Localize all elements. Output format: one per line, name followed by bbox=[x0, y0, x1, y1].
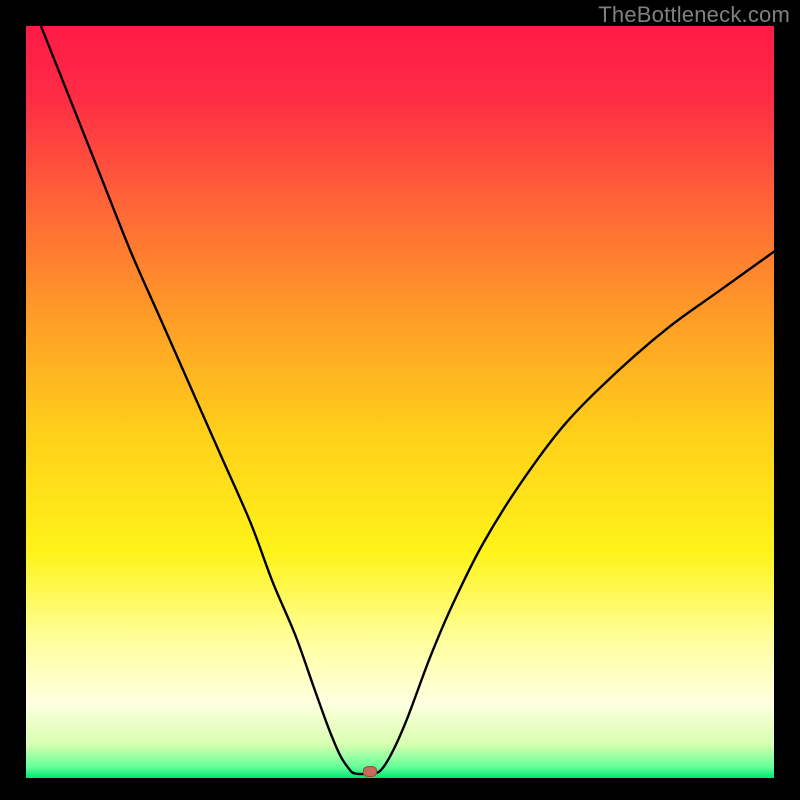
watermark-label: TheBottleneck.com bbox=[598, 2, 790, 28]
optimum-marker bbox=[363, 766, 377, 777]
chart-frame: TheBottleneck.com bbox=[0, 0, 800, 800]
plot-area bbox=[26, 26, 774, 778]
bottleneck-curve bbox=[26, 26, 774, 778]
